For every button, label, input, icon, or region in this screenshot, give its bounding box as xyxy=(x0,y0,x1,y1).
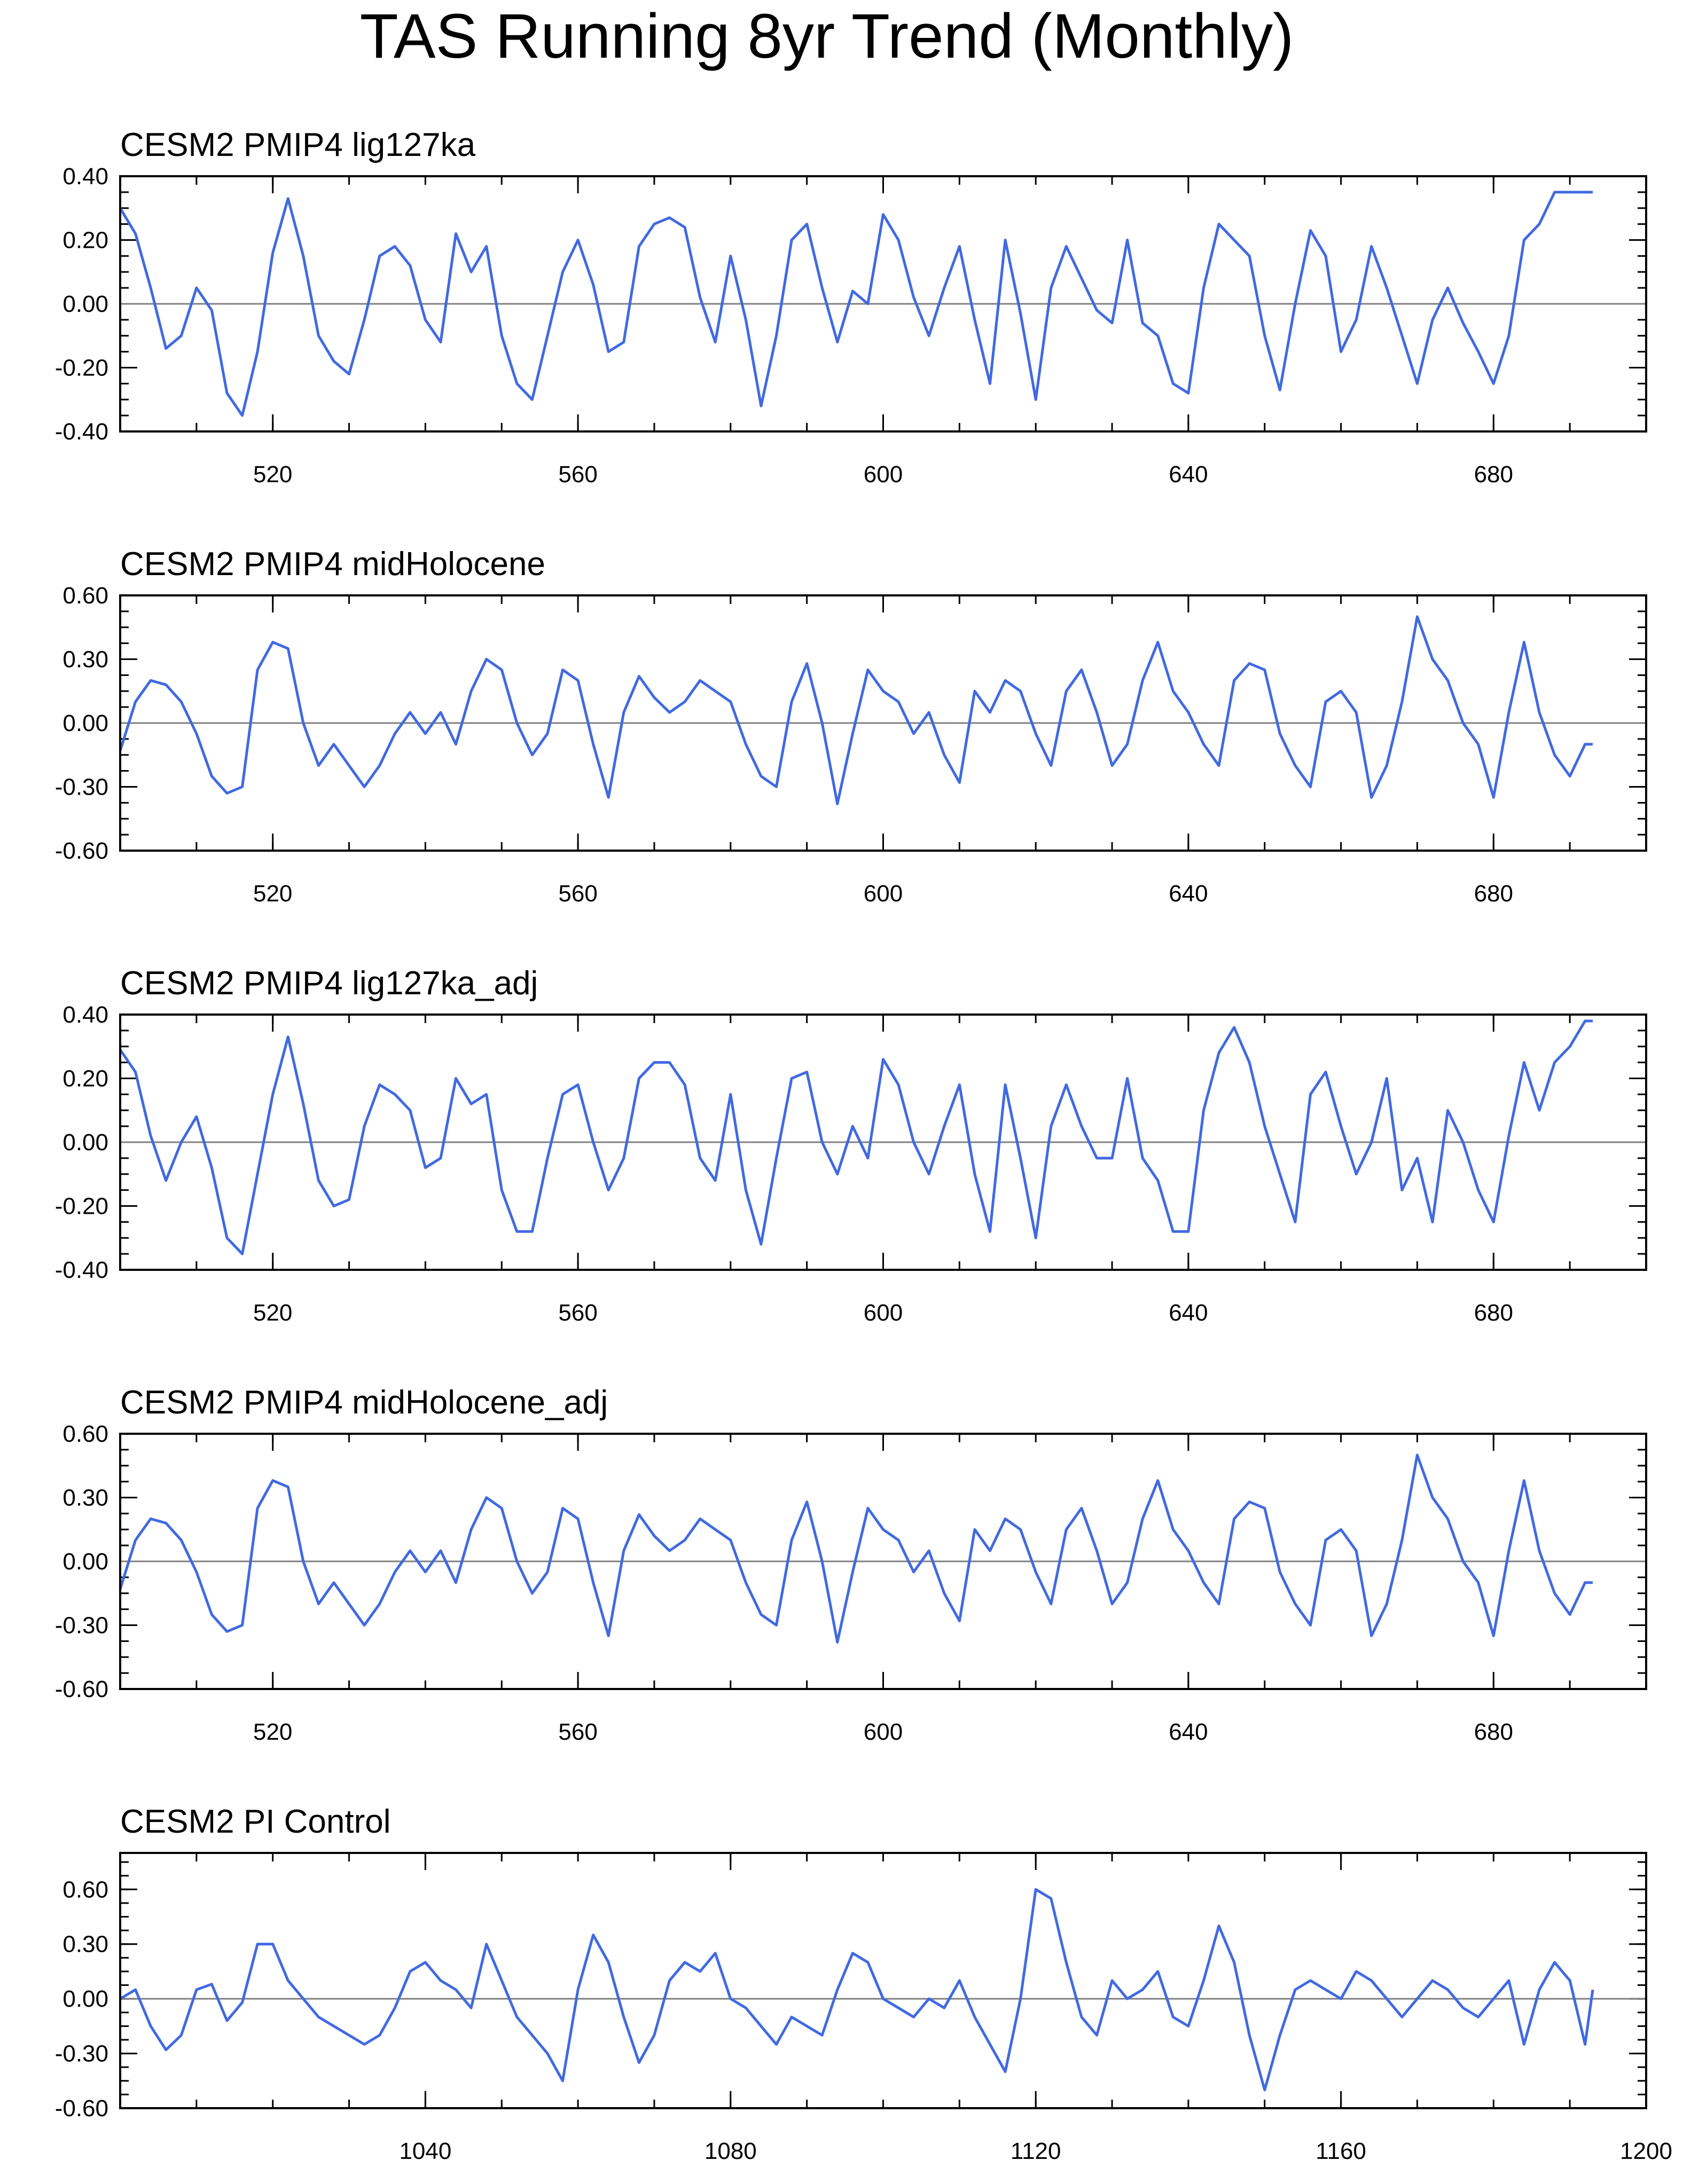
y-tick-label: 0.40 xyxy=(62,1002,108,1028)
x-tick-label: 1160 xyxy=(1316,2138,1366,2164)
x-tick-label: 560 xyxy=(558,461,597,488)
y-tick-label: 0.00 xyxy=(62,291,108,317)
series-line-1 xyxy=(119,1888,1594,2092)
y-tick-label: 0.60 xyxy=(62,1876,108,1903)
y-tick-label: -0.30 xyxy=(55,774,108,800)
plot-frame xyxy=(119,175,1647,433)
plot-frame xyxy=(119,1852,1647,2109)
panel-title: CESM2 PMIP4 lig127ka_adj xyxy=(120,965,538,1002)
y-tick-label: -0.30 xyxy=(55,1613,108,1639)
panel-4: CESM2 PMIP4 midHolocene_adj -0.60 -0.30 0.0… xyxy=(55,1384,1647,1745)
y-tick-label: 0.00 xyxy=(62,710,108,736)
x-tick-label: 560 xyxy=(558,1719,597,1745)
x-tick-label: 520 xyxy=(253,461,292,488)
y-tick-label: -0.60 xyxy=(55,838,108,864)
x-tick-label: 560 xyxy=(558,1300,597,1326)
y-tick-label: 0.20 xyxy=(62,1066,108,1092)
x-tick-label: 640 xyxy=(1169,881,1208,907)
x-tick-label: 1040 xyxy=(399,2138,451,2164)
x-tick-label: 600 xyxy=(864,1719,903,1745)
x-tick-label: 1200 xyxy=(1620,2138,1672,2164)
x-tick-label: 640 xyxy=(1169,1719,1208,1745)
panel-5: CESM2 PI Control -0.60 -0.30 0.00 0.30 0.60 10… xyxy=(55,1803,1672,2164)
y-tick-label: -0.60 xyxy=(55,1676,108,1702)
y-tick-label: 0.30 xyxy=(62,647,108,673)
y-tick-label: 0.30 xyxy=(62,1931,108,1958)
series-line-1 xyxy=(119,1019,1593,1255)
x-tick-label: 680 xyxy=(1474,1300,1513,1326)
y-tick-label: 0.00 xyxy=(62,1129,108,1156)
y-tick-label: 0.30 xyxy=(62,1485,108,1511)
x-tick-label: 1120 xyxy=(1011,2138,1061,2164)
panel-3: CESM2 PMIP4 lig127ka_adj -0.40 -0.20 0.00 0.… xyxy=(55,965,1647,1326)
y-tick-label: 0.60 xyxy=(62,1421,108,1447)
series-line-1 xyxy=(119,615,1593,805)
y-tick-label: -0.20 xyxy=(55,355,108,381)
plot-frame xyxy=(119,594,1647,852)
panel-2: CESM2 PMIP4 midHolocene -0.60 -0.30 0.00 0.3… xyxy=(55,546,1647,907)
panel-title: CESM2 PMIP4 midHolocene_adj xyxy=(120,1384,608,1421)
x-tick-label: 600 xyxy=(864,461,903,488)
x-tick-label: 600 xyxy=(864,1300,903,1326)
x-tick-label: 520 xyxy=(253,881,292,907)
x-tick-label: 1080 xyxy=(704,2138,757,2164)
series-line-1 xyxy=(119,191,1593,417)
panel-1: CESM2 PMIP4 lig127ka -0.40 -0.20 0.00 0.20 0.… xyxy=(55,127,1647,488)
y-tick-label: 0.20 xyxy=(62,227,108,254)
x-tick-label: 680 xyxy=(1474,881,1513,907)
plot-frame xyxy=(119,1014,1647,1271)
y-tick-label: 0.40 xyxy=(62,163,108,190)
series-line-1 xyxy=(119,1454,1593,1644)
y-tick-label: -0.40 xyxy=(55,1257,108,1283)
y-tick-label: 0.00 xyxy=(62,1549,108,1575)
y-tick-label: 0.60 xyxy=(62,583,108,609)
x-tick-label: 520 xyxy=(253,1300,292,1326)
y-tick-label: 0.00 xyxy=(62,1986,108,2012)
panel-title: CESM2 PI Control xyxy=(120,1803,391,1840)
figure-title: TAS Running 8yr Trend (Monthly) xyxy=(360,1,1294,72)
x-tick-label: 640 xyxy=(1169,1300,1208,1326)
y-tick-label: -0.20 xyxy=(55,1193,108,1220)
panel-title: CESM2 PMIP4 midHolocene xyxy=(120,546,545,583)
plot-frame xyxy=(119,1433,1647,1690)
panel-title: CESM2 PMIP4 lig127ka xyxy=(120,127,476,163)
x-tick-label: 560 xyxy=(558,881,597,907)
x-tick-label: 680 xyxy=(1474,461,1513,488)
x-tick-label: 680 xyxy=(1474,1719,1513,1745)
y-tick-label: -0.40 xyxy=(55,419,108,445)
y-tick-label: -0.30 xyxy=(55,2041,108,2067)
y-tick-label: -0.60 xyxy=(55,2095,108,2122)
panels: CESM2 PMIP4 lig127ka -0.40 -0.20 0.00 0.20 0.… xyxy=(55,127,1672,2164)
x-tick-label: 520 xyxy=(253,1719,292,1745)
x-tick-label: 600 xyxy=(864,881,903,907)
x-tick-label: 640 xyxy=(1169,461,1208,488)
